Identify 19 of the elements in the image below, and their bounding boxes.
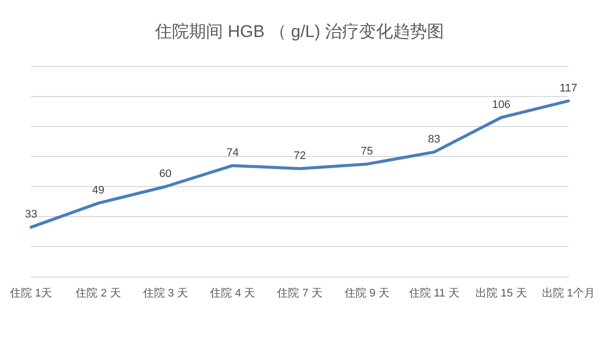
data-label: 33: [24, 208, 38, 221]
data-label: 74: [226, 147, 239, 160]
x-tick-label: 住院 3 天: [142, 286, 188, 300]
data-label: 60: [159, 168, 172, 180]
x-tick-label: 住院 1天: [10, 286, 52, 300]
x-tick-label: 住院 11 天: [408, 286, 460, 300]
data-label: 75: [360, 146, 374, 158]
x-tick-label: 出院 1个月: [542, 286, 596, 300]
x-tick-label: 住院 2 天: [76, 286, 121, 300]
x-tick-label: 住院 9 天: [344, 286, 390, 300]
chart-title: 住院期间 HGB （ g/L) 治疗变化趋势图: [154, 22, 444, 41]
data-label: 72: [294, 150, 306, 162]
data-label: 49: [92, 184, 104, 197]
data-label: 106: [492, 99, 510, 112]
x-tick-label: 住院 4 天: [210, 286, 256, 300]
data-label: 117: [560, 82, 578, 94]
x-tick-label: 出院 15 天: [476, 286, 527, 300]
x-tick-label: 住院 7 天: [277, 286, 322, 300]
data-label: 83: [428, 134, 440, 146]
